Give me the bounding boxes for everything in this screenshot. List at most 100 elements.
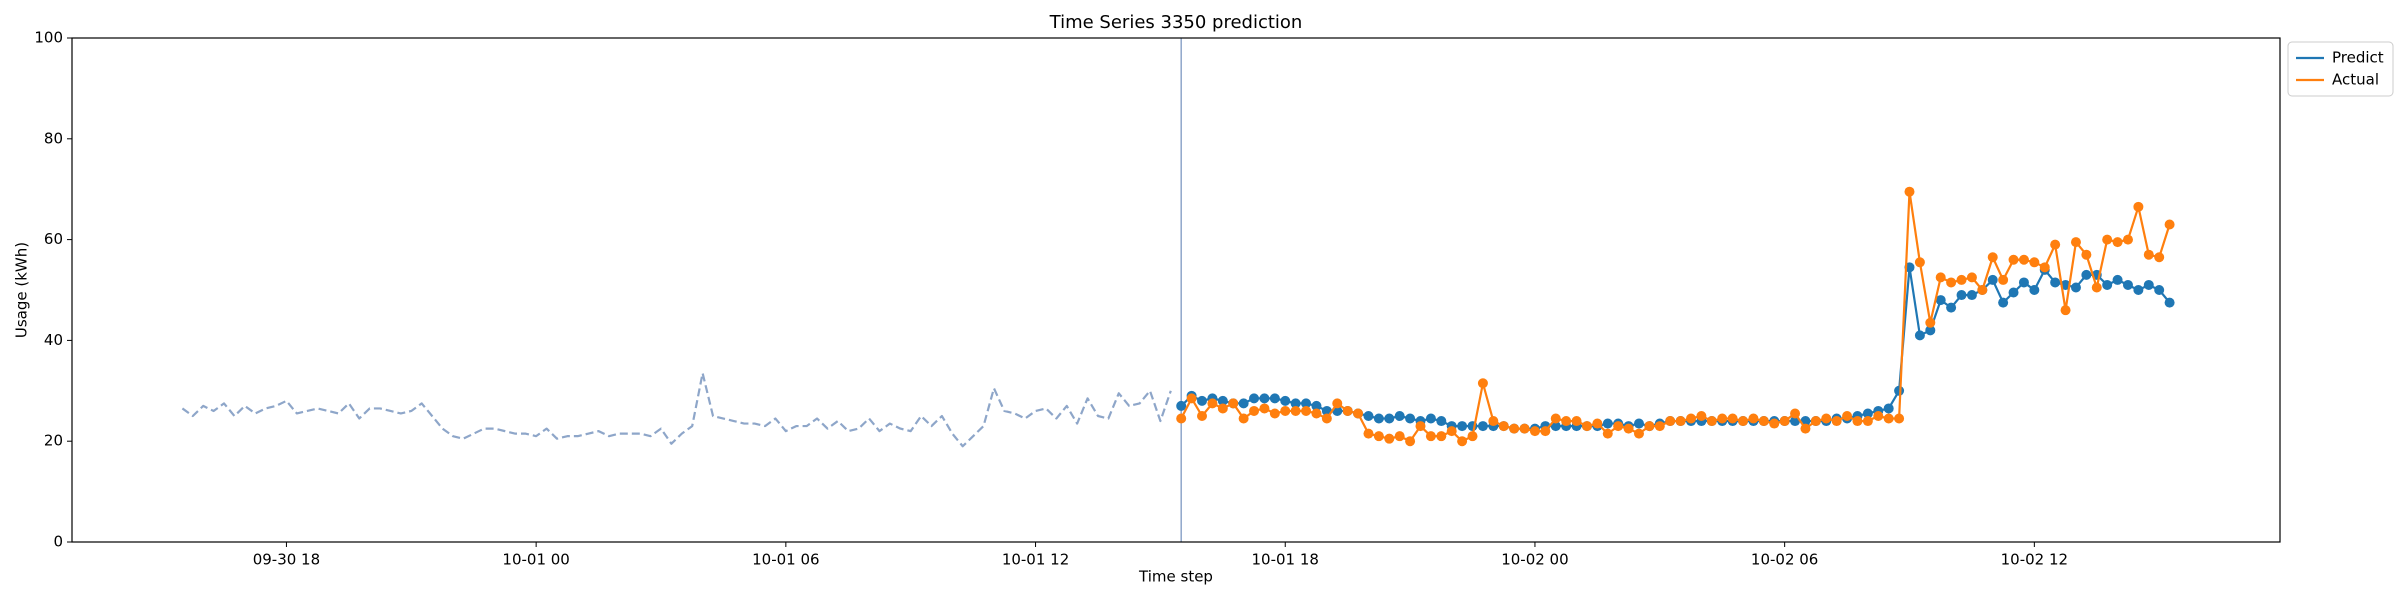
data-point [1883,413,1894,424]
data-point [1436,431,1447,442]
data-point [2091,282,2102,293]
data-point [1321,413,1332,424]
data-point [1249,405,1260,416]
data-point [2112,237,2123,248]
x-tick-label: 10-01 18 [1252,551,1319,569]
data-point [2060,305,2071,316]
data-point [1977,285,1988,295]
data-point [1966,290,1977,301]
data-point [1342,405,1353,416]
data-point [1550,413,1561,424]
data-point [1644,421,1655,432]
data-point [1758,416,1769,427]
data-point [1269,393,1280,404]
data-point [1821,413,1832,424]
data-point [1519,423,1530,434]
series [1176,186,2175,447]
data-point [1550,421,1561,432]
data-point [1467,431,1478,442]
data-point [2112,274,2123,285]
y-tick-label: 60 [44,230,63,248]
data-point [1613,421,1624,432]
x-tick-label: 09-30 18 [253,551,320,569]
data-point [1810,416,1821,427]
data-point [1748,413,1759,424]
data-point [1946,277,1957,288]
data-point [1561,416,1572,427]
data-point [1373,431,1384,442]
data-point [2164,297,2175,308]
data-point [1238,413,1249,424]
plot-frame [71,37,2281,543]
data-point [2143,279,2154,290]
data-point [1477,378,1488,389]
data-point [1987,274,1998,285]
x-tick-label: 10-02 06 [1751,551,1818,569]
data-point [1925,317,1936,328]
data-point [1301,398,1312,409]
data-point [1384,433,1395,444]
data-point [1696,411,1707,421]
data-point [2102,279,2113,290]
data-point [1384,413,1395,424]
data-point [1353,408,1364,419]
data-point [1498,421,1509,432]
data-point [1769,418,1780,429]
data-point [1509,423,1520,434]
data-point [2133,201,2144,212]
data-point [2164,219,2175,230]
data-point [1904,186,1915,197]
data-point [1862,408,1873,419]
data-point [1633,428,1644,439]
data-point [1727,413,1738,424]
data-point [1998,297,2009,308]
data-point [1862,416,1873,427]
data-point [1280,395,1291,406]
data-point [1436,416,1447,427]
data-point [1363,411,1374,421]
data-point [1717,413,1728,424]
data-point [1269,408,1280,419]
data-point [1529,426,1540,437]
data-point [1914,330,1925,341]
data-point [1238,398,1249,409]
data-point [1623,423,1634,434]
data-point [1665,416,1676,427]
data-point [1259,403,1270,414]
x-tick-label: 10-01 12 [1002,551,1069,569]
data-point [1831,416,1842,427]
data-point [1186,393,1197,404]
data-point [1800,423,1811,434]
data-point [2050,239,2061,250]
x-axis-label: Time step [1138,568,1213,586]
data-point [2143,249,2154,260]
data-point [1217,395,1228,406]
data-point [2133,285,2144,295]
legend-label: Predict [2332,49,2384,67]
data-point [1373,413,1384,424]
data-point [1197,411,1208,421]
x-tick-label: 10-02 00 [1501,551,1568,569]
chart-title: Time Series 3350 prediction [1049,12,1303,33]
data-point [1207,398,1218,409]
data-point [2070,282,2081,293]
data-point [1540,426,1551,437]
data-point [1790,408,1801,419]
data-point [2070,237,2081,248]
y-tick-label: 100 [34,29,63,47]
data-point [1602,418,1613,429]
data-point [2029,257,2040,268]
data-point [1363,428,1374,439]
data-point [1280,405,1291,416]
data-point [2081,269,2092,280]
data-point [1738,416,1749,427]
data-point [1290,405,1301,416]
data-point [1457,421,1468,432]
x-tick-label: 10-01 00 [502,551,569,569]
data-point [1842,411,1853,421]
data-point [2154,285,2165,295]
data-point [1332,398,1343,409]
series-line [181,372,1172,448]
y-axis-label: Usage (kWh) [13,242,31,338]
